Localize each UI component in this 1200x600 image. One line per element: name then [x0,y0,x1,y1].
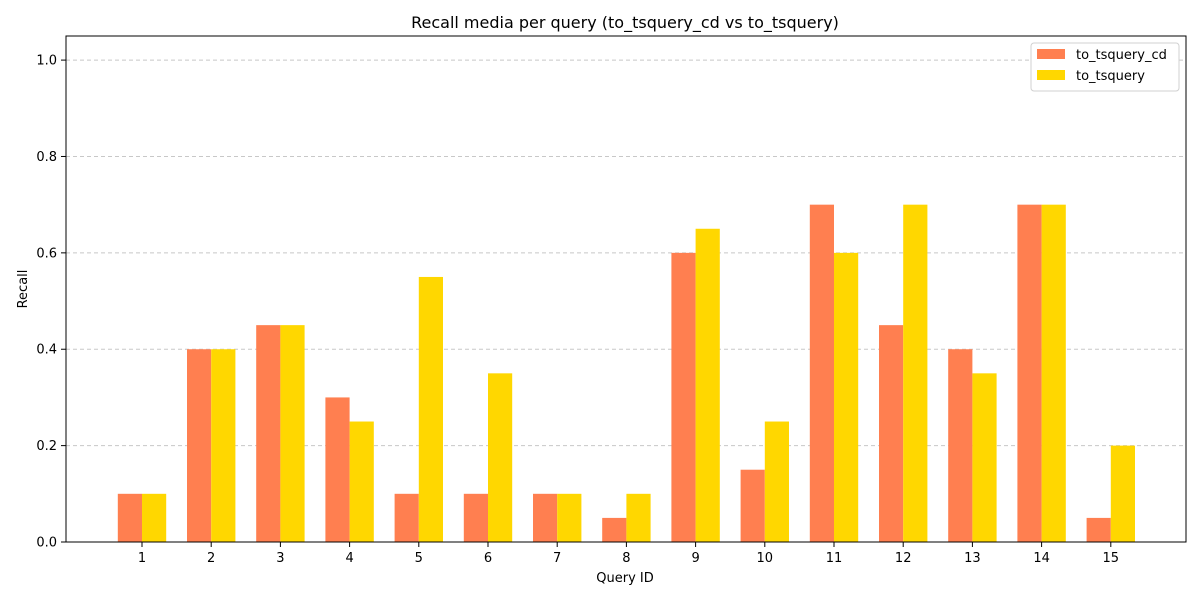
y-tick-label: 0.6 [36,246,57,261]
y-axis-ticks: 0.0 0.2 0.4 0.6 0.8 1.0 [36,54,66,551]
x-tick-label: 14 [1033,551,1050,566]
x-tick-label: 12 [895,551,912,566]
bar-to_tsquery_cd-3 [256,325,281,542]
x-axis-ticks: 1 2 3 4 5 6 7 8 9 10 11 12 13 14 15 [138,542,1119,566]
x-tick-label: 9 [691,551,699,566]
y-tick-label: 0.2 [36,439,57,454]
x-tick-label: 5 [415,551,423,566]
bar-to_tsquery_cd-5 [394,493,419,542]
legend-box [1030,42,1180,92]
bar-to_tsquery-5 [418,276,443,542]
x-tick-label: 4 [345,551,353,566]
legend-label-to_tsquery_cd: to_tsquery_cd [1076,48,1167,63]
x-tick-label: 15 [1103,551,1120,566]
bar-to_tsquery-13 [972,373,997,542]
bar-to_tsquery_cd-8 [602,517,627,542]
bar-to_tsquery_cd-4 [325,397,350,542]
bars [117,204,1135,542]
x-tick-label: 1 [138,551,146,566]
x-tick-label: 6 [484,551,492,566]
x-tick-label: 13 [964,551,981,566]
bar-to_tsquery-2 [211,349,236,542]
bar-to_tsquery-15 [1110,445,1135,542]
legend: to_tsquery_cd to_tsquery [1030,42,1180,92]
x-tick-label: 11 [826,551,843,566]
bar-to_tsquery-1 [142,493,167,542]
bar-to_tsquery-9 [695,228,720,542]
bar-to_tsquery_cd-15 [1086,517,1111,542]
y-tick-label: 0.8 [36,150,57,165]
x-tick-label: 2 [207,551,215,566]
bar-to_tsquery-14 [1041,204,1066,542]
bar-to_tsquery_cd-2 [187,349,212,542]
bar-to_tsquery_cd-6 [463,493,488,542]
legend-swatch-to_tsquery_cd [1037,49,1065,59]
x-axis-label: Query ID [596,571,653,586]
bar-to_tsquery-8 [626,493,651,542]
bar-to_tsquery-7 [557,493,582,542]
bar-to_tsquery_cd-10 [740,469,765,542]
legend-swatch-to_tsquery [1037,70,1065,80]
x-tick-label: 10 [757,551,774,566]
bar-to_tsquery_cd-12 [879,325,904,542]
chart-title: Recall media per query (to_tsquery_cd vs… [411,13,839,33]
bar-to_tsquery-6 [488,373,513,542]
bar-to_tsquery_cd-1 [117,493,142,542]
y-axis-label: Recall [16,270,31,309]
bar-to_tsquery_cd-14 [1017,204,1042,542]
bar-to_tsquery-3 [280,325,305,542]
legend-label-to_tsquery: to_tsquery [1076,69,1145,84]
y-tick-label: 1.0 [36,54,57,69]
bar-to_tsquery_cd-13 [948,349,973,542]
bar-to_tsquery_cd-11 [809,204,834,542]
bar-to_tsquery_cd-9 [671,252,696,542]
bar-to_tsquery_cd-7 [533,493,558,542]
bar-to_tsquery-10 [764,421,789,542]
x-tick-label: 8 [622,551,630,566]
x-tick-label: 3 [276,551,284,566]
grid-lines [66,59,1186,447]
bar-to_tsquery-12 [903,204,928,542]
bar-to_tsquery-4 [349,421,374,542]
y-tick-label: 0.4 [36,343,57,358]
y-tick-label: 0.0 [36,536,57,551]
bar-to_tsquery-11 [834,252,859,542]
x-tick-label: 7 [553,551,561,566]
